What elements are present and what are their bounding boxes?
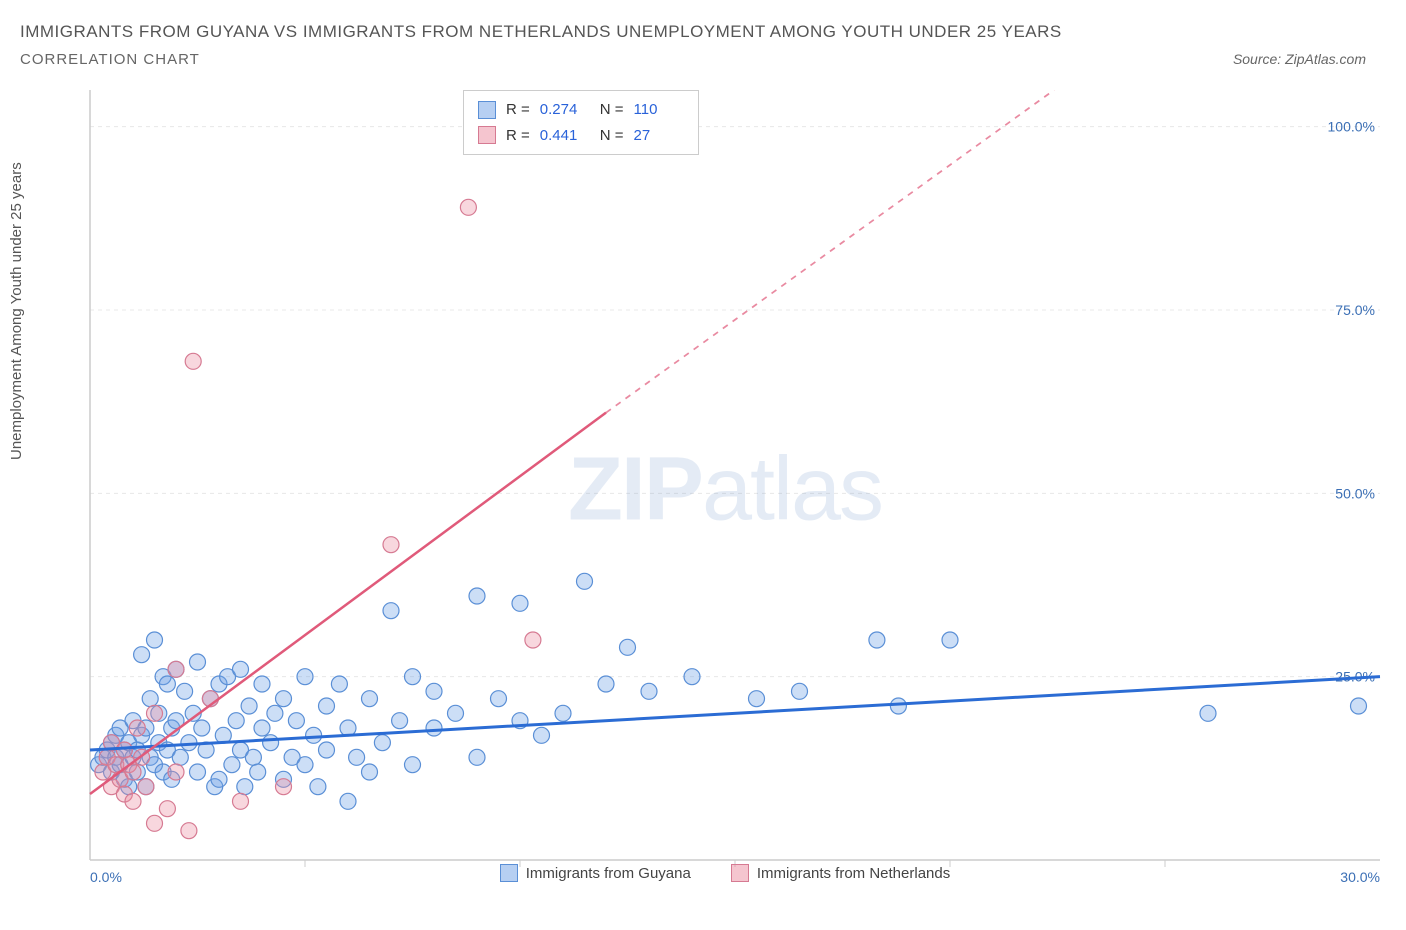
chart-svg: 0.0%30.0%25.0%50.0%75.0%100.0% [60, 90, 1390, 890]
stat-r-netherlands: 0.441 [540, 123, 590, 149]
stat-r-guyana: 0.274 [540, 97, 590, 123]
swatch-netherlands [731, 864, 749, 882]
legend-label: Immigrants from Netherlands [757, 865, 950, 882]
chart-area: 0.0%30.0%25.0%50.0%75.0%100.0% ZIPatlas … [60, 90, 1390, 890]
stat-r-label: R = [506, 123, 530, 149]
stats-row-netherlands: R = 0.441 N = 27 [478, 123, 684, 149]
svg-text:50.0%: 50.0% [1335, 485, 1375, 501]
stat-n-netherlands: 27 [634, 123, 684, 149]
stats-box: R = 0.274 N = 110 R = 0.441 N = 27 [463, 90, 699, 155]
chart-title: IMMIGRANTS FROM GUYANA VS IMMIGRANTS FRO… [20, 18, 1386, 45]
legend-item-netherlands: Immigrants from Netherlands [731, 864, 950, 882]
stats-row-guyana: R = 0.274 N = 110 [478, 97, 684, 123]
swatch-guyana [500, 864, 518, 882]
bottom-legend: Immigrants from Guyana Immigrants from N… [60, 864, 1390, 882]
stat-n-label: N = [600, 97, 624, 123]
stat-r-label: R = [506, 97, 530, 123]
chart-subtitle: CORRELATION CHART [20, 51, 200, 68]
swatch-netherlands [478, 126, 496, 144]
legend-item-guyana: Immigrants from Guyana [500, 864, 691, 882]
legend-label: Immigrants from Guyana [526, 865, 691, 882]
stat-n-label: N = [600, 123, 624, 149]
svg-text:100.0%: 100.0% [1328, 119, 1375, 135]
chart-source: Source: ZipAtlas.com [1233, 51, 1366, 67]
stat-n-guyana: 110 [634, 97, 684, 123]
svg-text:75.0%: 75.0% [1335, 302, 1375, 318]
swatch-guyana [478, 101, 496, 119]
y-axis-label: Unemployment Among Youth under 25 years [8, 162, 25, 460]
